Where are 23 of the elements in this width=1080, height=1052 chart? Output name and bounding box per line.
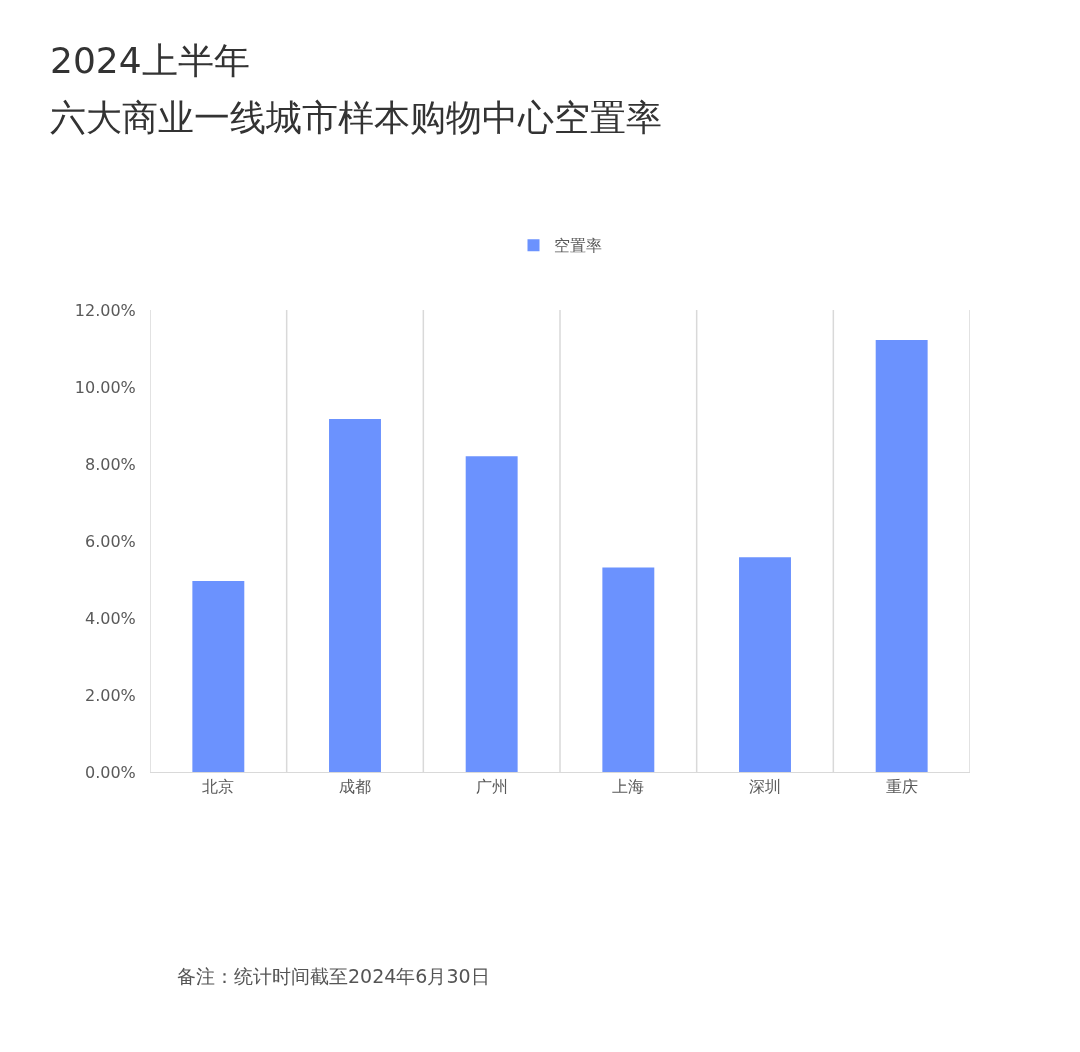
x-tick-label: 深圳 (749, 777, 781, 797)
bar (192, 581, 245, 772)
x-tick-label: 北京 (202, 777, 235, 797)
bar (602, 567, 655, 772)
y-tick-label: 8.00% (84, 454, 136, 474)
y-tick-label: 4.00% (84, 608, 136, 628)
bar (875, 340, 928, 772)
y-tick-label: 10.00% (74, 377, 136, 397)
legend-label: 空置率 (553, 236, 602, 256)
x-tick-label: 成都 (339, 777, 371, 797)
bar (739, 557, 791, 772)
y-tick-label: 2.00% (84, 685, 136, 705)
chart-subtitle: 六大商业一线城市样本购物中心空置率 (50, 97, 662, 138)
text: 备注：统计时间截至2024年6月30日 (177, 965, 490, 987)
y-tick-label: 0.00% (84, 762, 136, 782)
x-tick-label: 广州 (475, 777, 508, 797)
x-tick-label: 上海 (612, 777, 645, 797)
bar (329, 418, 381, 772)
y-tick-label: 12.00% (74, 300, 136, 320)
bar (465, 456, 518, 772)
x-tick-label: 重庆 (885, 777, 918, 797)
chart-title: 2024上半年 (50, 40, 250, 81)
y-tick-label: 6.00% (84, 531, 136, 551)
